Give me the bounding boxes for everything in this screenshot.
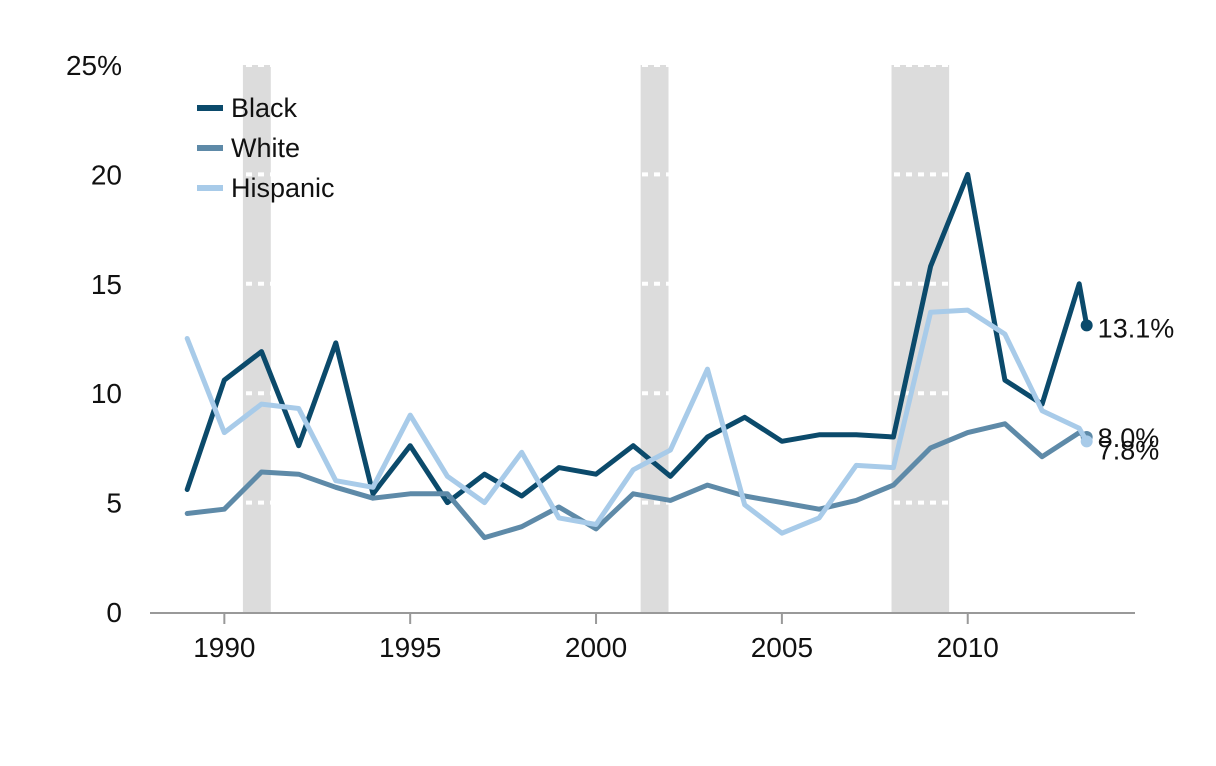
y-tick-label-25: 25% [66,50,122,81]
recession-band-3 [891,65,950,612]
legend: Black White Hispanic [197,93,335,203]
legend-label-white: White [231,133,300,163]
axes: 0 5 10 15 20 25% 1990 1995 2000 2005 2010 [66,50,1135,663]
series-lines [184,171,1093,541]
legend-label-hispanic: Hispanic [231,173,335,203]
recession-band-1 [242,65,271,612]
y-tick-label-10: 10 [91,378,122,409]
x-tick-label-2010: 2010 [937,632,999,663]
end-point-black [1080,319,1093,332]
y-tick-label-20: 20 [91,159,122,190]
recession-bands [242,65,950,612]
end-labels: 13.1% 8.0%7.8% [1098,313,1175,465]
legend-item-black: Black [197,93,298,123]
y-tick-label-15: 15 [91,269,122,300]
end-point-hispanic [1080,435,1093,448]
recession-band-2 [640,65,669,612]
legend-item-white: White [197,133,300,163]
series-line-white [184,421,1090,541]
x-tick-label-2005: 2005 [751,632,813,663]
x-tick-label-2000: 2000 [565,632,627,663]
end-label-black: 13.1% [1098,313,1175,343]
x-tick-label-1995: 1995 [379,632,441,663]
y-tick-label-0: 0 [106,597,122,628]
y-tick-label-5: 5 [106,488,122,519]
legend-label-black: Black [231,93,298,123]
end-label-hispanic: 7.8% [1098,435,1160,465]
gridlines [150,63,1135,505]
legend-item-hispanic: Hispanic [197,173,335,203]
series-line-hispanic [184,307,1090,536]
end-label-white: 8.0% [1098,423,1160,453]
x-tick-label-1990: 1990 [193,632,255,663]
